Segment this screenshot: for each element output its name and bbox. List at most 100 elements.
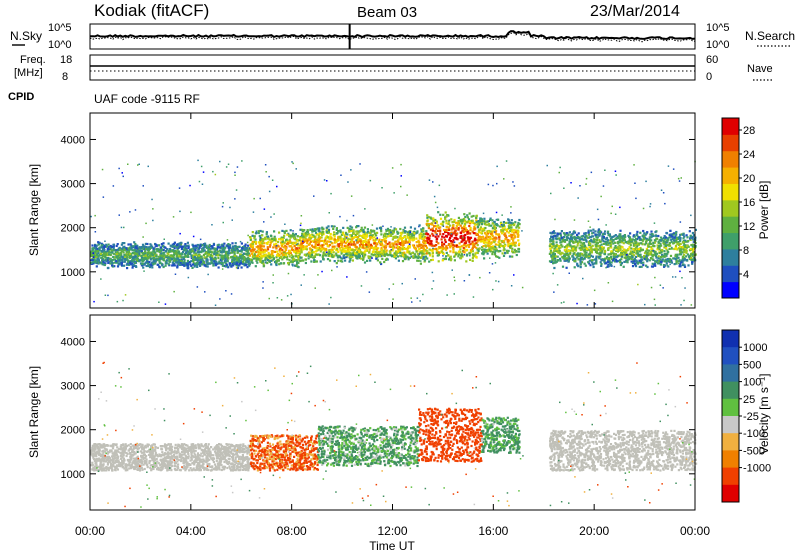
- power-cell: [638, 259, 641, 262]
- power-cell: [288, 239, 291, 242]
- power-cell: [118, 258, 121, 262]
- power-cell: [421, 250, 424, 253]
- power-cell: [193, 255, 196, 259]
- power-cell: [557, 251, 560, 254]
- power-cell: [300, 248, 303, 251]
- power-cell: [577, 265, 580, 268]
- power-cell: [112, 252, 115, 255]
- power-cell: [304, 261, 307, 265]
- power-cell: [493, 241, 496, 244]
- power-cell: [190, 255, 193, 258]
- power-cell: [548, 252, 551, 255]
- power-cell: [261, 254, 264, 257]
- power-cell: [120, 243, 123, 246]
- power-cell: [207, 248, 210, 251]
- power-cell: [379, 242, 382, 245]
- power-cell: [517, 230, 520, 233]
- power-cell: [426, 220, 429, 223]
- power-cell: [655, 252, 659, 255]
- power-cell: [554, 237, 558, 240]
- power-cell: [100, 242, 103, 245]
- power-cell: [552, 240, 555, 243]
- nsky-series: [90, 30, 696, 40]
- power-cell: [344, 259, 347, 262]
- power-cell: [418, 224, 421, 227]
- power-cell: [132, 255, 135, 258]
- power-cell: [167, 256, 170, 259]
- power-cell: [206, 265, 209, 268]
- power-cell: [327, 228, 331, 231]
- power-cell: [300, 242, 303, 246]
- power-cell: [96, 248, 99, 251]
- power-cell: [232, 249, 235, 252]
- power-cell: [331, 245, 335, 248]
- power-cell: [576, 244, 579, 247]
- power-cell: [129, 260, 132, 263]
- power-cell: [259, 252, 262, 256]
- power-cell: [129, 255, 132, 258]
- power-cell: [450, 235, 453, 238]
- power-cell: [318, 241, 321, 244]
- power-cell: [691, 253, 694, 256]
- power-cell: [375, 238, 378, 241]
- date-title: 23/Mar/2014: [590, 3, 680, 20]
- power-cell: [552, 237, 555, 241]
- power-cell: [513, 248, 516, 251]
- power-cell: [162, 242, 165, 245]
- power-cell: [457, 245, 460, 248]
- power-cell: [173, 247, 176, 250]
- power-cell: [284, 246, 287, 249]
- power-cell: [249, 243, 252, 246]
- power-cell: [312, 229, 315, 232]
- power-cell: [466, 214, 469, 217]
- power-cell: [645, 255, 648, 258]
- power-cell: [146, 257, 149, 260]
- power-cell: [482, 248, 485, 251]
- power-cell: [622, 265, 625, 268]
- power-cell: [361, 241, 364, 245]
- power-cell: [559, 234, 562, 237]
- power-cell: [346, 255, 349, 258]
- power-cell: [264, 236, 267, 239]
- power-cell: [224, 258, 227, 261]
- power-cell: [385, 229, 388, 232]
- power-cell: [674, 244, 678, 247]
- power-cell: [493, 236, 496, 239]
- power-cell: [498, 233, 501, 236]
- power-cell: [102, 246, 105, 249]
- power-cell: [380, 254, 383, 258]
- power-cell: [367, 241, 371, 244]
- power-cell: [597, 252, 600, 255]
- power-cell: [341, 240, 344, 243]
- power-cell: [487, 230, 491, 233]
- power-cell: [663, 235, 666, 238]
- power-cell: [229, 243, 232, 247]
- power-cell: [323, 253, 326, 256]
- power-cell: [610, 240, 613, 243]
- power-cell: [302, 234, 305, 237]
- power-cell: [484, 226, 487, 230]
- power-cell: [233, 259, 236, 262]
- power-cell: [283, 241, 286, 244]
- power-cell: [287, 263, 290, 266]
- power-cell: [682, 251, 685, 254]
- power-cell: [146, 255, 150, 259]
- power-cell: [262, 238, 265, 241]
- power-cell: [204, 263, 208, 266]
- power-cell: [222, 249, 225, 252]
- power-cell: [358, 257, 361, 260]
- power-cell: [445, 215, 448, 218]
- power-cell: [135, 259, 139, 262]
- power-cell: [281, 258, 284, 261]
- power-cell: [373, 253, 377, 256]
- power-cell: [320, 248, 323, 251]
- power-cell: [177, 261, 180, 264]
- power-cell: [264, 254, 267, 257]
- power-cell: [134, 244, 138, 247]
- power-cell: [240, 262, 243, 265]
- power-cell: [602, 235, 605, 239]
- power-cell: [619, 253, 622, 256]
- power-cell: [360, 251, 363, 254]
- power-cell: [443, 236, 446, 239]
- power-cell: [410, 236, 413, 239]
